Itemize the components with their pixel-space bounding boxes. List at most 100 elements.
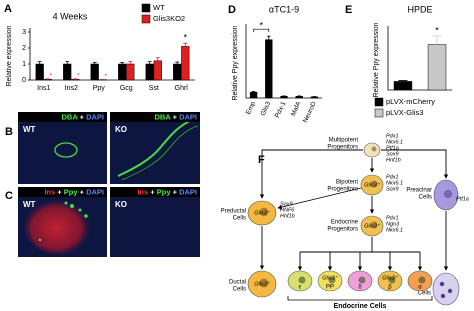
stain-part: Ppy [64,187,79,196]
node-label: Endocrine [331,220,359,226]
stain-part: + [80,112,85,121]
gene: Pdx1 [386,174,399,180]
gene: Ngn3 [386,221,400,227]
genotype-label: WT [23,125,36,134]
cell-marker: Glis3⁺ [322,275,339,281]
bar [249,91,258,99]
stain-label: Ins + Ppy + DAPI [44,187,104,196]
gene: Nkx6.1 [386,180,403,186]
nucleus [259,278,269,288]
bar [63,63,72,81]
bar [145,63,154,81]
cell-marker: Glis3⁺ [382,275,399,281]
cell-symbol: PP [326,285,334,291]
panel-label: F [258,154,265,166]
error-bar [155,57,160,61]
gene: Nkx6.1 [386,139,403,145]
x-tick-label: Ghrl [175,85,189,92]
cell-symbol: δ [358,285,362,291]
stain-label: Ins + Ppy + DAPI [137,187,197,196]
x-tick-label: Sst [149,85,159,92]
stain-part: DAPI [179,187,197,196]
cell-symbol: ε [299,285,302,291]
error-bar [128,61,133,64]
gene: Pdx1 [386,215,399,221]
chart-title: 4 Weeks [53,11,88,21]
panel-label: C [5,190,13,202]
error-bar [147,61,152,64]
nucleus [298,276,306,284]
gene: Hnf1b [386,157,401,163]
granule [439,281,445,287]
y-axis-label: Relative expression [6,25,13,86]
nucleus [418,276,426,284]
error-bar [120,62,125,64]
node-label: Progenitors [327,187,358,193]
x-tick-label: Gcg [120,85,133,92]
bar [427,44,447,91]
chart-title: HPDE [407,4,432,14]
node-label: Cells [233,287,246,293]
bar [118,63,127,81]
nucleus [370,221,378,229]
legend-swatch [141,3,151,13]
annotation: * [184,33,188,43]
panel-label: E [345,4,352,16]
annotation: * [105,74,108,80]
group-label: Endocrine Cells [334,303,387,310]
nucleus [370,180,378,188]
node-label: Cells [419,195,432,201]
y-axis-label: Relative Ppy expression [373,22,380,97]
gene: Pdx1 [386,133,399,139]
node-label: Preacinar [406,188,432,194]
bar [126,63,135,81]
stain-part: + [57,187,62,196]
node-label: Multipotent [329,138,359,144]
error-bar [183,42,188,47]
y-axis-label: Relative Ppy expression [232,25,239,100]
stain-part: + [173,187,178,196]
chart-title: αTC1-9 [269,4,299,14]
arrow [259,149,363,199]
micrograph-b [18,112,200,184]
significance-bracket [253,28,270,33]
legend-label: pLVX-mCherry [386,97,435,106]
stain-label: DBA + DAPI [62,112,104,121]
panel-label: D [228,4,236,16]
nucleus [259,207,269,217]
genotype-label: WT [23,200,36,209]
bar [153,60,162,81]
node-marker: Glis3⁺ [364,182,381,188]
error-bar [267,35,271,40]
legend-swatch [141,14,151,24]
x-tick-label: Ins1 [37,85,50,92]
bar [393,81,413,91]
node-label: Progenitors [327,227,358,233]
error-bar [432,35,442,45]
arrow [277,187,362,210]
gene: HNF6 [280,207,295,213]
stain-part: DAPI [86,112,104,121]
annotation: * [77,73,80,79]
legend-label: Glis3KO2 [153,14,185,23]
granule [440,293,446,299]
node-label: Cells [233,216,246,222]
arrow [381,149,449,179]
bar [265,39,273,99]
x-tick-label: Ins2 [65,85,78,92]
nucleus [328,276,336,284]
error-bar [92,62,97,64]
bracket [287,296,433,301]
genotype-label: KO [115,200,127,209]
error-bar [175,61,180,64]
bar [310,96,319,99]
bar [173,63,182,81]
node-label: Bipotent [336,180,358,186]
cell-symbol: α [418,285,422,291]
y-tick-label: 2 [22,45,26,52]
node-label: Cells [418,291,431,297]
nucleus [371,146,377,152]
nucleus [358,276,366,284]
bar [90,63,99,81]
gene: Ptf1a [386,145,399,151]
